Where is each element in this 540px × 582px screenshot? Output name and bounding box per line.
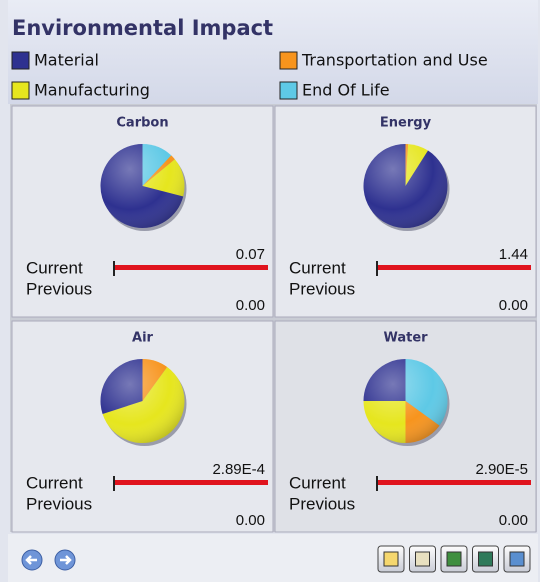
current-value: 1.44 bbox=[499, 246, 528, 263]
previous-value: 0.00 bbox=[499, 512, 528, 529]
compare-button[interactable] bbox=[409, 545, 436, 573]
current-value: 0.07 bbox=[236, 246, 265, 263]
current-bar bbox=[115, 265, 268, 270]
panel-title: Energy bbox=[380, 116, 432, 131]
button-icon bbox=[383, 551, 399, 567]
pie-shine bbox=[363, 144, 448, 228]
pie-shine bbox=[100, 359, 185, 443]
panel-title: Water bbox=[383, 331, 428, 346]
legend-label: Material bbox=[34, 51, 99, 70]
title: Environmental Impact bbox=[12, 16, 273, 40]
legend-label: Transportation and Use bbox=[301, 51, 488, 70]
report-button[interactable] bbox=[377, 545, 405, 573]
button-icon bbox=[478, 551, 493, 567]
current-bar bbox=[115, 480, 268, 485]
forward-button[interactable] bbox=[54, 549, 76, 571]
pie-shine bbox=[363, 359, 448, 443]
legend-swatch bbox=[11, 81, 30, 100]
current-bar bbox=[378, 480, 531, 485]
refresh-button[interactable] bbox=[472, 545, 499, 573]
legend-swatch bbox=[279, 51, 298, 70]
button-icon bbox=[509, 551, 525, 567]
chart-button[interactable] bbox=[440, 545, 468, 573]
pie-shine bbox=[100, 144, 185, 228]
legend-swatch bbox=[279, 81, 298, 100]
panel-title: Carbon bbox=[116, 116, 168, 131]
current-value: 2.89E-4 bbox=[212, 461, 265, 478]
legend-label: End Of Life bbox=[302, 81, 390, 100]
legend-label: Manufacturing bbox=[34, 81, 150, 100]
panel-title: Air bbox=[132, 331, 154, 346]
previous-value: 0.00 bbox=[236, 512, 265, 529]
current-label: Current bbox=[289, 258, 346, 277]
current-label: Current bbox=[289, 473, 346, 492]
help-button[interactable] bbox=[503, 545, 531, 573]
previous-label: Previous bbox=[289, 494, 355, 513]
previous-value: 0.00 bbox=[499, 297, 528, 314]
button-icon bbox=[415, 551, 430, 567]
current-label: Current bbox=[26, 473, 83, 492]
panel bbox=[11, 105, 274, 318]
previous-label: Previous bbox=[289, 279, 355, 298]
current-label: Current bbox=[26, 258, 83, 277]
legend-swatch bbox=[11, 51, 30, 70]
header bbox=[8, 0, 538, 104]
previous-label: Previous bbox=[26, 494, 92, 513]
current-value: 2.90E-5 bbox=[475, 461, 528, 478]
previous-value: 0.00 bbox=[236, 297, 265, 314]
back-button[interactable] bbox=[21, 549, 43, 571]
button-icon bbox=[446, 551, 462, 567]
previous-label: Previous bbox=[26, 279, 92, 298]
current-bar bbox=[378, 265, 531, 270]
